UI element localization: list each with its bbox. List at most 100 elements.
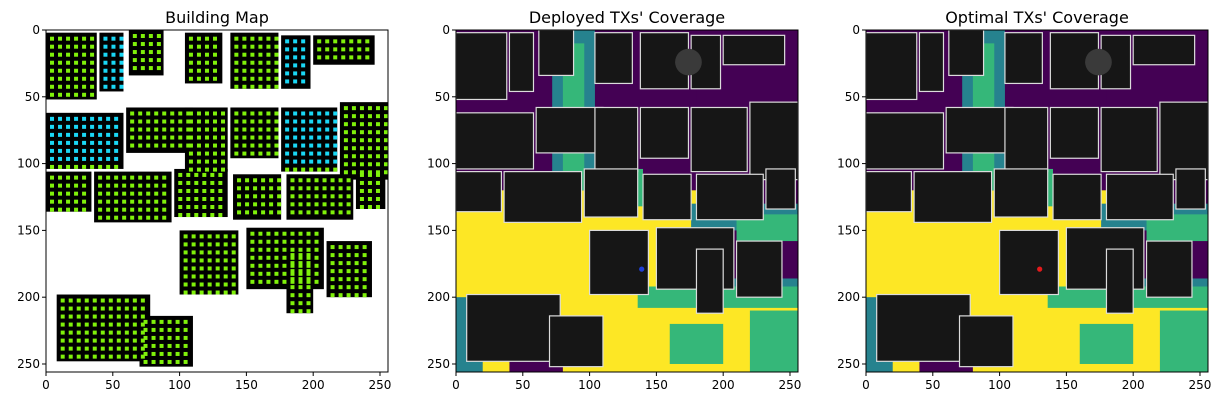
candidate-point <box>138 111 143 116</box>
candidate-point <box>365 39 370 44</box>
candidate-point <box>50 140 55 145</box>
candidate-point <box>290 178 295 183</box>
building <box>865 32 918 101</box>
candidate-point <box>66 140 71 145</box>
candidate-point <box>359 205 364 210</box>
y-tick-label: 0 <box>442 23 450 37</box>
candidate-point <box>293 47 298 52</box>
candidate-point <box>114 175 119 180</box>
candidate-point <box>98 207 103 212</box>
candidate-point <box>196 143 201 148</box>
candidate-point <box>100 298 105 303</box>
candidate-point <box>362 245 367 250</box>
candidate-point <box>82 199 87 204</box>
candidate-point <box>290 279 295 284</box>
building <box>1049 106 1100 159</box>
candidate-point <box>148 58 153 63</box>
candidate-point <box>359 106 364 111</box>
candidate-point <box>359 138 364 143</box>
candidate-point <box>298 277 303 282</box>
candidate-point <box>119 76 124 81</box>
candidate-point <box>159 351 164 356</box>
candidate-point <box>108 322 113 327</box>
candidate-point <box>306 277 311 282</box>
candidate-point <box>108 306 113 311</box>
candidate-point <box>375 146 380 151</box>
candidate-point <box>82 44 87 49</box>
candidate-point <box>130 191 135 196</box>
candidate-point <box>383 138 388 143</box>
building <box>958 315 1014 368</box>
candidate-point <box>66 124 71 129</box>
candidate-point <box>290 277 295 282</box>
candidate-point <box>298 279 303 284</box>
candidate-point <box>146 119 151 124</box>
candidate-point <box>138 127 143 132</box>
candidate-point <box>60 354 65 359</box>
candidate-point <box>221 167 226 172</box>
candidate-point <box>114 191 119 196</box>
candidate-point <box>122 191 127 196</box>
candidate-point <box>383 146 388 151</box>
candidate-point <box>354 285 359 290</box>
candidate-point <box>140 306 145 311</box>
candidate-point <box>322 186 327 191</box>
candidate-point <box>234 135 239 140</box>
building <box>945 106 1014 154</box>
candidate-point <box>100 306 105 311</box>
candidate-point <box>175 327 180 332</box>
candidate-point <box>231 258 236 263</box>
candidate-point <box>196 119 201 124</box>
candidate-point <box>277 194 282 199</box>
candidate-point <box>183 274 188 279</box>
candidate-point <box>167 327 172 332</box>
x-tick-label: 150 <box>1055 378 1078 392</box>
candidate-point <box>162 183 167 188</box>
candidate-point <box>154 199 159 204</box>
candidate-point <box>143 343 148 348</box>
candidate-point <box>106 140 111 145</box>
candidate-point <box>250 279 255 284</box>
candidate-point <box>50 68 55 73</box>
candidate-point <box>188 76 193 81</box>
candidate-point <box>178 127 183 132</box>
candidate-point <box>138 119 143 124</box>
candidate-point <box>103 76 108 81</box>
candidate-point <box>258 231 263 236</box>
panel-title: Building Map <box>165 8 269 27</box>
candidate-point <box>138 175 143 180</box>
candidate-point <box>242 119 247 124</box>
candidate-point <box>383 170 388 175</box>
candidate-point <box>111 44 116 49</box>
candidate-point <box>111 84 116 89</box>
building <box>286 174 354 220</box>
candidate-point <box>341 39 346 44</box>
candidate-point <box>298 255 303 260</box>
candidate-point <box>242 68 247 73</box>
candidate-point <box>367 205 372 210</box>
candidate-point <box>111 60 116 65</box>
candidate-point <box>234 127 239 132</box>
candidate-point <box>365 47 370 52</box>
candidate-point <box>309 151 314 156</box>
candidate-point <box>50 164 55 169</box>
candidate-point <box>362 269 367 274</box>
candidate-point <box>92 330 97 335</box>
candidate-point <box>383 106 388 111</box>
candidate-point <box>266 271 271 276</box>
candidate-point <box>306 178 311 183</box>
candidate-point <box>298 263 303 268</box>
building <box>690 106 748 173</box>
candidate-point <box>253 210 258 215</box>
candidate-point <box>343 170 348 175</box>
x-tick-label: 250 <box>369 378 392 392</box>
candidate-point <box>293 55 298 60</box>
candidate-point <box>338 186 343 191</box>
candidate-point <box>330 245 335 250</box>
candidate-point <box>346 202 351 207</box>
candidate-point <box>196 60 201 65</box>
candidate-point <box>108 330 113 335</box>
candidate-point <box>250 231 255 236</box>
candidate-point <box>301 79 306 84</box>
candidate-point <box>74 132 79 137</box>
